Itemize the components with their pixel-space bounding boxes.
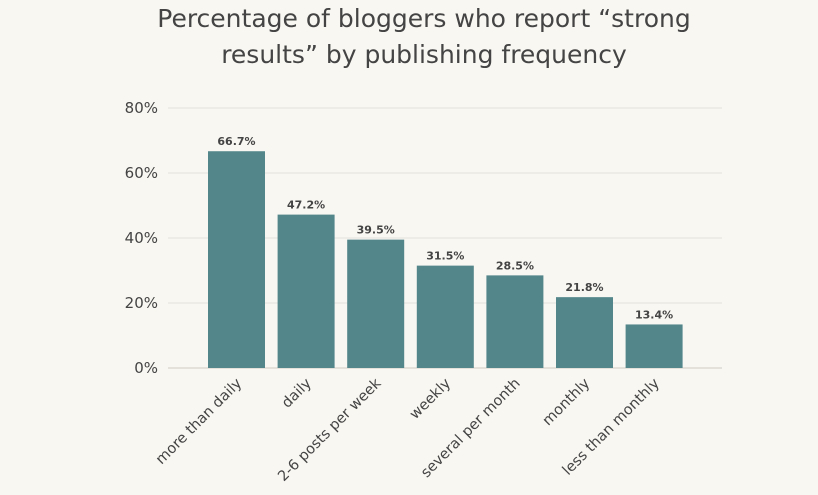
y-tick-label: 40% [125, 229, 158, 247]
y-tick-label: 60% [125, 164, 158, 182]
chart-title-line-1: Percentage of bloggers who report “stron… [157, 4, 690, 33]
bar-2 [347, 239, 405, 368]
data-label: 47.2% [287, 199, 325, 212]
y-tick-label: 80% [125, 99, 158, 117]
bar-1 [277, 214, 335, 368]
data-label: 21.8% [565, 281, 603, 294]
x-tick-label: daily [279, 375, 315, 411]
bar-3 [416, 265, 474, 368]
y-axis-ticks: 0% 20% 40% 60% 80% [125, 99, 158, 377]
x-tick-label: monthly [540, 375, 594, 429]
data-label: 39.5% [357, 224, 395, 237]
x-tick-label: more than daily [153, 375, 246, 468]
data-label: 66.7% [217, 135, 255, 148]
y-tick-label: 0% [134, 359, 158, 377]
y-tick-label: 20% [125, 294, 158, 312]
data-labels: 66.7% 47.2% 39.5% 31.5% 28.5% 21.8% 13.4% [217, 135, 673, 321]
data-label: 28.5% [496, 259, 534, 272]
bars [208, 151, 683, 368]
x-tick-label: weekly [407, 375, 454, 422]
data-label: 13.4% [635, 308, 673, 321]
bar-6 [625, 324, 683, 368]
bar-0 [208, 151, 265, 368]
chart-title-line-2: results” by publishing frequency [221, 40, 627, 69]
bar-5 [556, 297, 613, 368]
bar-4 [486, 275, 544, 368]
data-label: 31.5% [426, 250, 464, 263]
